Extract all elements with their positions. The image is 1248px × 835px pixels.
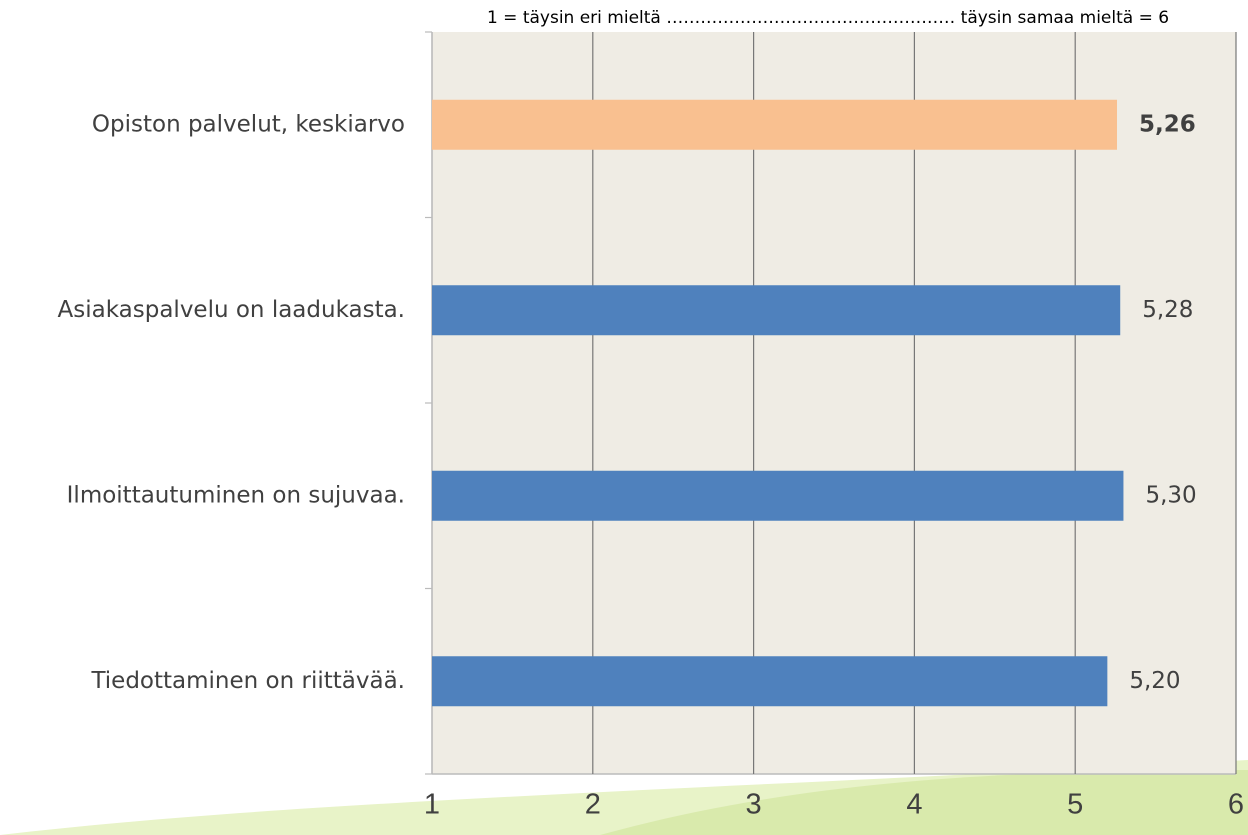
x-tick-label: 2 (585, 789, 601, 821)
x-tick-label: 6 (1228, 789, 1244, 821)
y-tick-label: Ilmoittautuminen on sujuvaa. (67, 482, 405, 508)
y-tick-label: Asiakaspalvelu on laadukasta. (58, 297, 405, 323)
y-tick-label: Tiedottaminen on riittävää. (90, 668, 405, 694)
x-tick-label: 3 (746, 789, 762, 821)
value-label: 5,30 (1145, 482, 1196, 508)
x-tick-label: 5 (1067, 789, 1083, 821)
bar (432, 656, 1107, 706)
subtitle: 1 = täysin eri mieltä …………………………………………… … (487, 8, 1169, 28)
bar (432, 285, 1120, 335)
y-tick-label: Opiston palvelut, keskiarvo (92, 111, 405, 137)
x-tick-label: 1 (424, 789, 440, 821)
chart: 1 = täysin eri mieltä …………………………………………… … (0, 0, 1248, 835)
bar (432, 471, 1123, 521)
value-label: 5,20 (1129, 668, 1180, 694)
value-label: 5,26 (1139, 111, 1196, 137)
x-tick-label: 4 (906, 789, 922, 821)
value-label: 5,28 (1142, 297, 1193, 323)
bar (432, 100, 1117, 150)
